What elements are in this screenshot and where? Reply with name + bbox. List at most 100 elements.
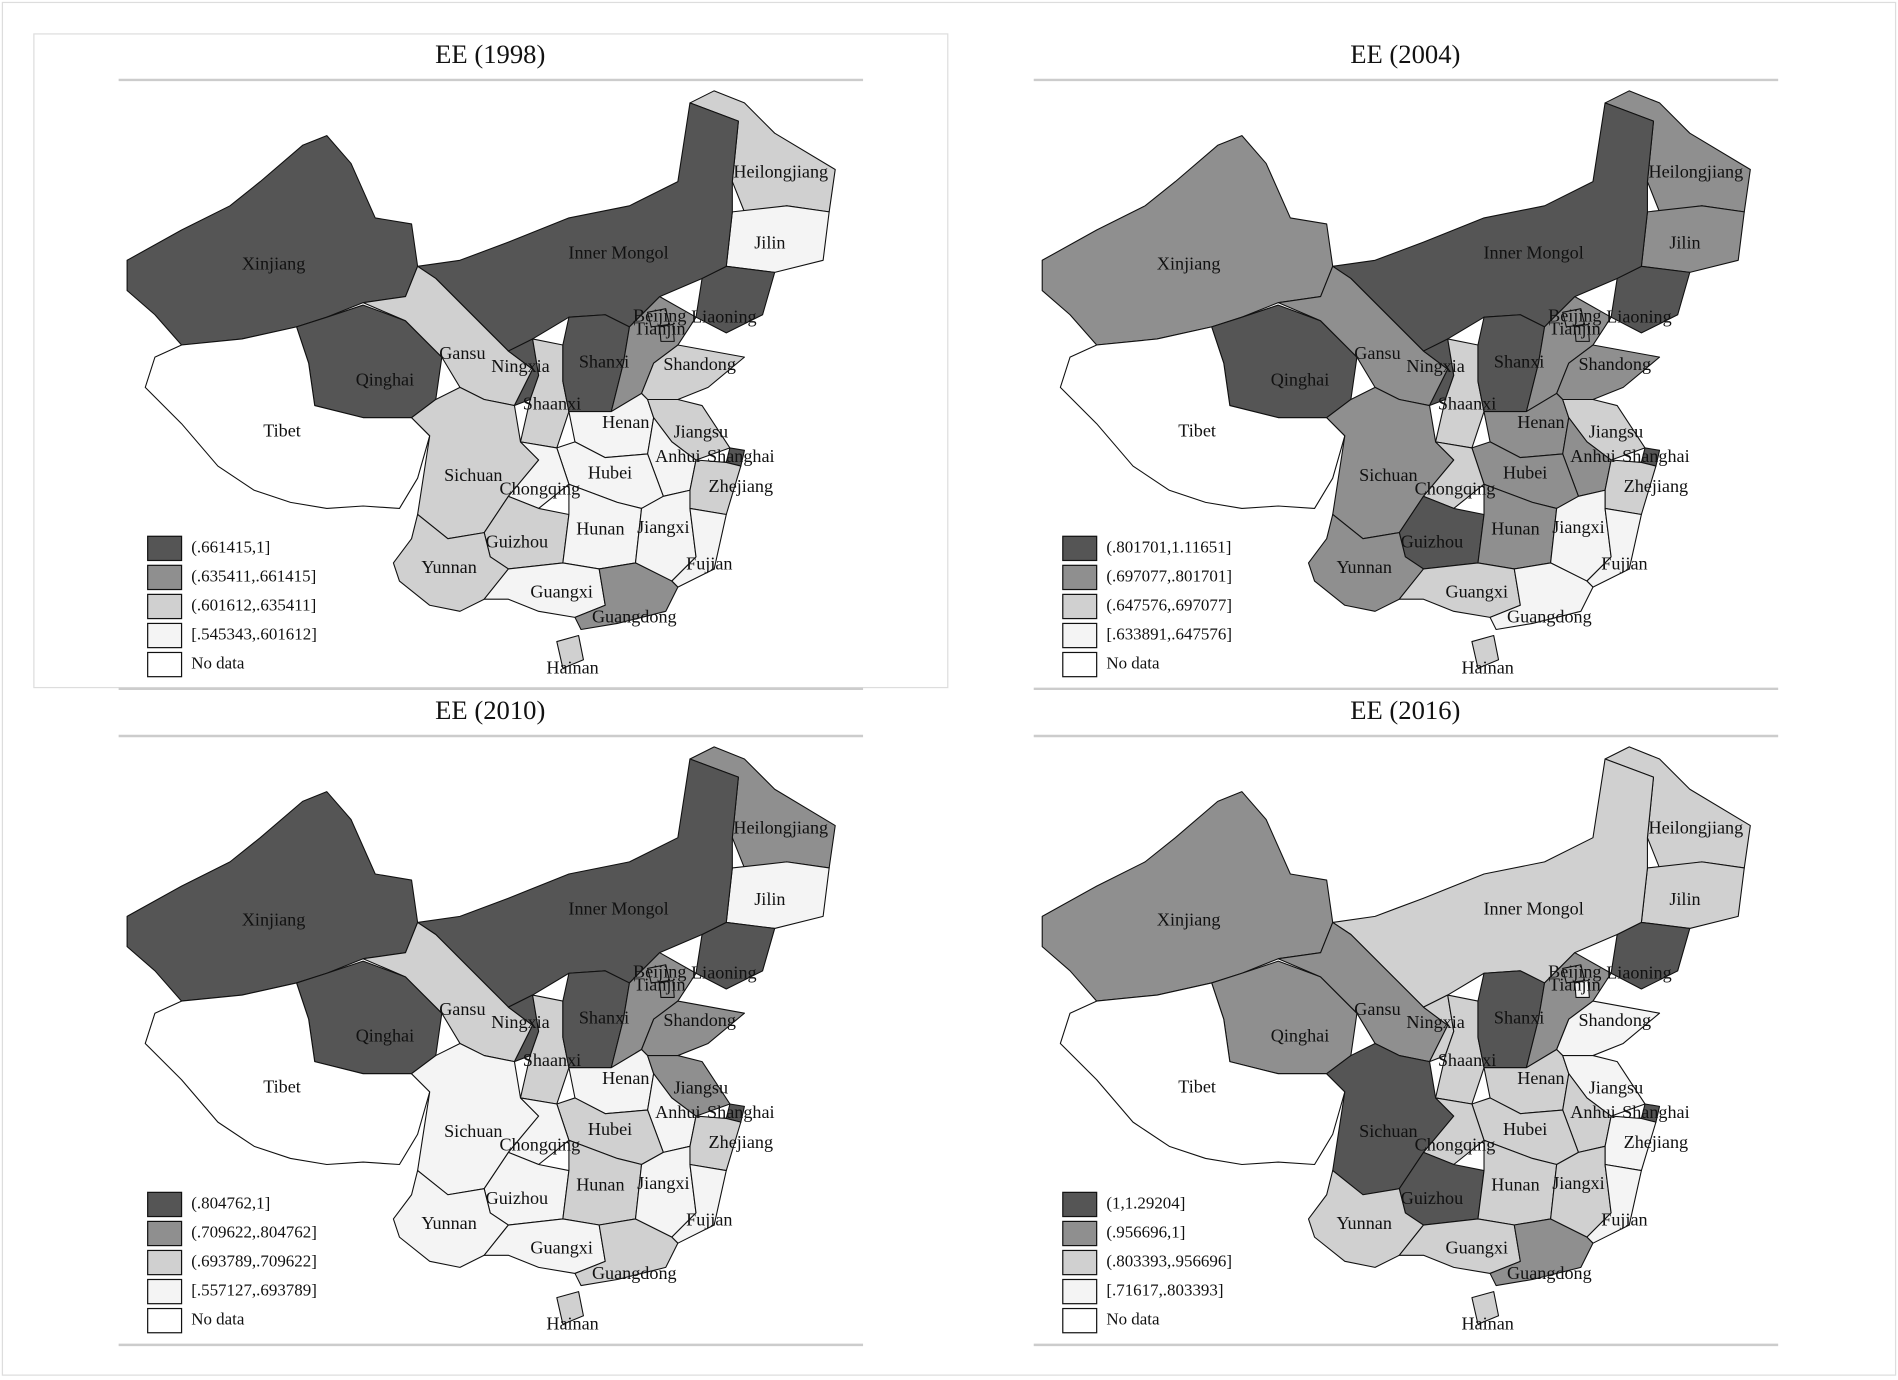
- region-label: Xinjiang: [242, 253, 305, 273]
- legend-swatch: [147, 1307, 183, 1334]
- legend-swatch: [1062, 1191, 1098, 1218]
- region-label: Guangxi: [1446, 1237, 1508, 1257]
- panel-title: EE (2004): [1350, 39, 1460, 69]
- region-label: Shandong: [663, 354, 736, 374]
- region-label: Zhejiang: [1624, 1132, 1688, 1152]
- panel-title: EE (2016): [1350, 695, 1460, 725]
- region-label: Beijing: [1548, 305, 1601, 325]
- legend-label: (.803393,.956696]: [1106, 1251, 1232, 1270]
- region-label: Hubei: [588, 463, 632, 483]
- region-label: Chongqing: [500, 1135, 581, 1155]
- region-label: Guangdong: [1507, 1263, 1592, 1283]
- region-label: Beijing: [1548, 961, 1601, 981]
- region-label: Beijing: [633, 961, 686, 981]
- legend-label: No data: [191, 653, 245, 672]
- region: [1562, 964, 1586, 984]
- region-label: Heilongjiang: [1648, 161, 1743, 181]
- region-label: Jiangsu: [1589, 422, 1643, 442]
- region-label: Hainan: [546, 658, 598, 678]
- region-label: Sichuan: [1359, 465, 1417, 485]
- region-label: Hunan: [1491, 518, 1539, 538]
- region-label: Chongqing: [500, 478, 581, 498]
- region-label: Henan: [602, 412, 649, 432]
- region-label: Hubei: [1503, 1119, 1547, 1139]
- legend-label: (.804762,1]: [191, 1193, 270, 1212]
- legend-swatch: [1062, 535, 1098, 562]
- legend-label: (.647576,.697077]: [1106, 595, 1232, 614]
- region-label: Zhejiang: [709, 1132, 773, 1152]
- legend-swatch: [1062, 1249, 1098, 1276]
- region-label: Sichuan: [1359, 1121, 1417, 1141]
- region-label: Zhejiang: [709, 476, 773, 496]
- legend-swatch: [147, 651, 183, 678]
- legend-swatch: [147, 1278, 183, 1305]
- panel-title: EE (2010): [435, 695, 545, 725]
- region: [659, 979, 675, 999]
- region-label: Xinjiang: [242, 909, 305, 929]
- region: [556, 1291, 584, 1325]
- region: [1489, 1218, 1594, 1287]
- region-label: Jiangxi: [1552, 517, 1604, 537]
- region-label: Gansu: [1354, 999, 1400, 1019]
- legend-label: (1,1.29204]: [1106, 1193, 1185, 1212]
- legend-label: (.956696,1]: [1106, 1222, 1185, 1241]
- region-label: Jiangxi: [1552, 1173, 1604, 1193]
- region-label: Shaanxi: [1438, 394, 1496, 414]
- legend-label: (.693789,.709622]: [191, 1251, 317, 1270]
- legend-label: (.661415,1]: [191, 537, 270, 556]
- region-label: Anhui: [1570, 446, 1615, 466]
- region-label: Tianjin: [634, 975, 686, 995]
- region-label: Hainan: [1461, 1314, 1513, 1334]
- region-label: Yunnan: [1336, 557, 1391, 577]
- region-label: Shanghai: [707, 446, 775, 466]
- region-label: Tianjin: [1549, 319, 1601, 339]
- region-label: Ningxia: [491, 1012, 549, 1032]
- map-panel: EE (1998) Heilongjiang Jilin Liaoning Inner …: [118, 39, 864, 690]
- legend-swatch: [1062, 564, 1098, 591]
- region-label: Shanghai: [1622, 1102, 1690, 1122]
- region-label: Shanxi: [1494, 351, 1544, 371]
- region-label: Shandong: [663, 1010, 736, 1030]
- map-panel: EE (2010) Heilongjiang Jilin Liaoning Inner …: [118, 695, 864, 1347]
- region-label: Tibet: [263, 420, 301, 440]
- region-label: Chongqing: [1415, 478, 1496, 498]
- region-label: Guizhou: [1401, 1188, 1463, 1208]
- region-label: Tianjin: [634, 319, 686, 339]
- region-label: Liaoning: [691, 963, 757, 983]
- region-label: Guangdong: [592, 607, 677, 627]
- region-label: Inner Mongol: [1484, 242, 1584, 262]
- legend-swatch: [1062, 622, 1098, 649]
- region-label: Qinghai: [1271, 1026, 1329, 1046]
- region-label: Guangxi: [530, 1237, 592, 1257]
- map-panel: EE (2016) Heilongjiang Jilin Liaoning Inner …: [1033, 695, 1779, 1347]
- legend-label: [.545343,.601612]: [191, 624, 317, 643]
- region-label: Henan: [1517, 1068, 1564, 1088]
- region-label: Jiangsu: [674, 1078, 728, 1098]
- region-label: Jilin: [1669, 889, 1700, 909]
- region-label: Heilongjiang: [1648, 817, 1743, 837]
- legend-swatch: [147, 535, 183, 562]
- region: [647, 308, 670, 328]
- region-label: Hubei: [1503, 463, 1547, 483]
- region-label: Gansu: [439, 343, 485, 363]
- region-label: Jiangsu: [674, 422, 728, 442]
- region-label: Guangxi: [1446, 581, 1508, 601]
- region-label: Sichuan: [444, 1121, 502, 1141]
- region-label: Hainan: [546, 1314, 598, 1334]
- legend-swatch: [1062, 593, 1098, 620]
- region: [1574, 979, 1590, 999]
- region-label: Ningxia: [1406, 356, 1464, 376]
- legend-label: No data: [1106, 1310, 1160, 1329]
- map-panel: EE (2004) Heilongjiang Jilin Liaoning Inner …: [1033, 39, 1779, 690]
- region-label: Zhejiang: [1624, 476, 1688, 496]
- legend-label: [.557127,.693789]: [191, 1280, 317, 1299]
- region-label: Fujian: [1601, 553, 1647, 573]
- region-label: Guangdong: [592, 1263, 677, 1283]
- region: [1059, 982, 1346, 1166]
- region: [392, 513, 509, 612]
- legend-label: [.633891,.647576]: [1106, 624, 1232, 643]
- region-label: Anhui: [655, 1102, 700, 1122]
- region-label: Heilongjiang: [733, 817, 828, 837]
